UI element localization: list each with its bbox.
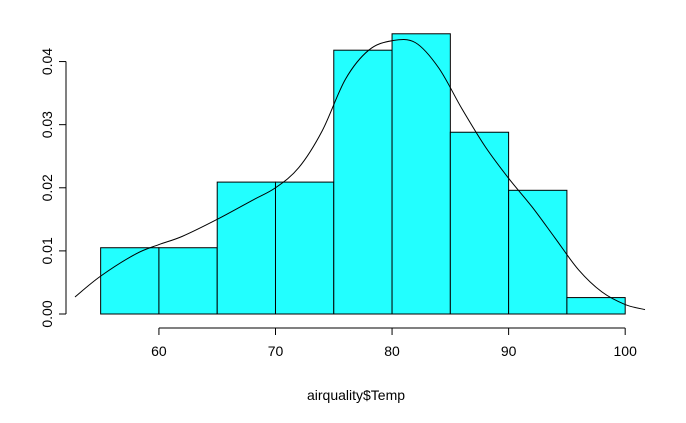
histogram-bar-6 bbox=[391, 33, 451, 315]
histogram-bar-2 bbox=[158, 247, 218, 315]
x-tick-label-90: 90 bbox=[501, 343, 517, 359]
x-axis-label: airquality$Temp bbox=[307, 387, 405, 403]
histogram-bar-4 bbox=[274, 181, 335, 315]
histogram-bar-3 bbox=[216, 181, 276, 315]
density-curve bbox=[74, 39, 646, 311]
y-tick-label-1: 0.01 bbox=[39, 237, 55, 264]
x-tick-label-60: 60 bbox=[151, 343, 167, 359]
histogram-bar-9 bbox=[566, 297, 626, 315]
histogram-bar-7 bbox=[449, 131, 510, 315]
x-tick-label-100: 100 bbox=[614, 343, 638, 359]
x-axis: 60 70 80 90 100 bbox=[151, 327, 638, 359]
x-tick-label-80: 80 bbox=[384, 343, 400, 359]
histogram-bar-5 bbox=[333, 49, 393, 315]
y-tick-label-2: 0.02 bbox=[39, 174, 55, 201]
y-tick-label-0: 0.00 bbox=[39, 300, 55, 327]
histogram-bars bbox=[100, 33, 626, 315]
x-tick-label-70: 70 bbox=[268, 343, 284, 359]
y-tick-label-4: 0.04 bbox=[39, 48, 55, 75]
y-tick-label-3: 0.03 bbox=[39, 111, 55, 138]
histogram-bar-8 bbox=[508, 189, 568, 315]
histogram-bar-1 bbox=[100, 247, 160, 315]
y-axis: 0.00 0.01 0.02 0.03 0.04 bbox=[39, 48, 67, 328]
